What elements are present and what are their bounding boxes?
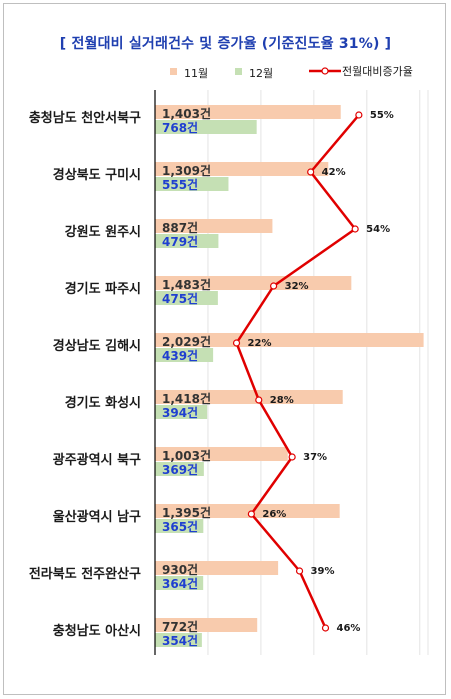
growth-label: 39% (311, 566, 335, 577)
growth-label: 37% (303, 452, 327, 463)
data-label-12: 364건 (162, 576, 198, 591)
data-label-12: 475건 (162, 291, 198, 306)
data-label-11: 772건 (162, 619, 198, 634)
growth-point (355, 111, 363, 119)
bar-11 (155, 162, 329, 176)
bar-12 (155, 120, 257, 134)
category-label: 경상북도 구미시 (53, 167, 141, 183)
category-label: 경기도 화성시 (65, 395, 141, 411)
growth-label: 28% (270, 395, 294, 406)
category-label: 울산광역시 남구 (53, 509, 141, 525)
bar-12 (155, 177, 229, 191)
data-label-12: 394건 (162, 405, 198, 420)
bar-12 (155, 633, 202, 647)
category-label: 충청남도 아산시 (53, 623, 141, 639)
data-label-12: 369건 (162, 462, 198, 477)
legend-swatch-11 (170, 68, 177, 75)
category-label: 충청남도 천안서북구 (29, 110, 141, 126)
category-label: 경기도 파주시 (65, 281, 141, 297)
growth-label: 54% (366, 224, 390, 235)
data-label-12: 479건 (162, 234, 198, 249)
growth-point (321, 624, 330, 632)
data-label-12: 354건 (162, 633, 198, 648)
data-label-12: 439건 (162, 348, 198, 363)
bar-12 (155, 462, 204, 476)
growth-point (295, 567, 304, 575)
growth-label: 32% (285, 281, 309, 292)
data-label-11: 1,483건 (162, 277, 211, 292)
legend-marker (321, 67, 329, 75)
legend-label-11: 11월 (184, 67, 208, 80)
bar-11 (155, 618, 258, 632)
legend-label-growth: 전월대비증가율 (342, 65, 413, 78)
bar-12 (155, 576, 204, 590)
bar-12 (155, 519, 204, 533)
bar-11 (155, 561, 279, 575)
growth-point (232, 339, 241, 347)
category-label: 전라북도 전주완산구 (29, 566, 141, 582)
growth-label: 26% (262, 509, 286, 520)
bar-11 (155, 105, 341, 119)
category-label: 강원도 원주시 (65, 224, 141, 240)
growth-point (255, 396, 263, 404)
bar-11 (155, 219, 273, 233)
data-label-11: 1,395건 (162, 505, 211, 520)
growth-point (351, 225, 359, 233)
data-label-12: 768건 (162, 120, 198, 135)
data-label-12: 365건 (162, 519, 198, 534)
bar-12 (155, 234, 219, 248)
bar-12 (155, 291, 218, 305)
category-label: 광주광역시 북구 (53, 452, 141, 468)
bar-11 (155, 276, 352, 290)
data-label-11: 2,029건 (162, 334, 211, 349)
growth-label: 22% (248, 338, 272, 349)
legend-swatch-12 (235, 68, 242, 75)
bar-11 (155, 390, 343, 404)
bar-11 (155, 447, 288, 461)
data-label-11: 1,309건 (162, 163, 211, 178)
legend: 11월 12월 전월대비증가율 (170, 65, 413, 80)
growth-point (288, 453, 296, 461)
growth-point (247, 510, 255, 518)
growth-label: 46% (337, 623, 361, 634)
bar-11 (155, 333, 424, 347)
data-label-11: 1,418건 (162, 391, 211, 406)
data-label-11: 1,403건 (162, 106, 211, 121)
growth-line-path (235, 114, 360, 629)
data-label-11: 1,003건 (162, 448, 211, 463)
bar-12 (155, 405, 208, 419)
bar-11 (155, 504, 340, 518)
data-label-11: 887건 (162, 220, 198, 235)
growth-label: 42% (322, 167, 346, 178)
data-label-11: 930건 (162, 562, 198, 577)
growth-point (270, 282, 278, 290)
data-label-12: 555건 (162, 177, 198, 192)
bar-12 (155, 348, 214, 362)
legend-label-12: 12월 (249, 67, 273, 80)
category-label: 경상남도 김해시 (53, 338, 141, 354)
growth-point (307, 168, 315, 176)
chart-title: [ 전월대비 실거래건수 및 증가율 (기준진도율 31%) ] (59, 36, 392, 52)
growth-line: 55% 42% 54% 32% 22% 28% 37% 26% 39% 46% (232, 110, 394, 634)
growth-label: 55% (370, 110, 394, 121)
